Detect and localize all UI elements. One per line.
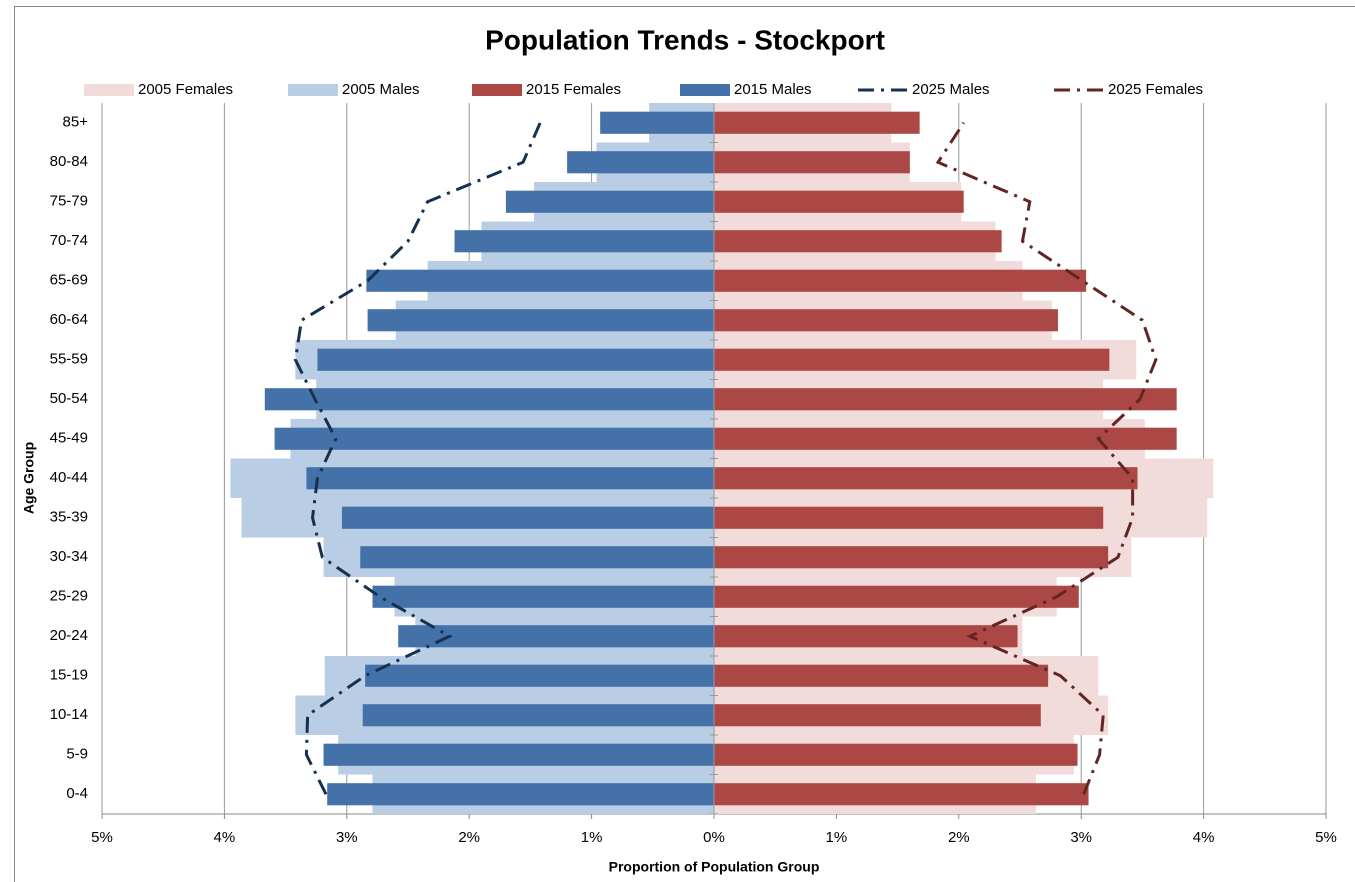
bar — [327, 783, 714, 806]
x-tick-label: 5% — [91, 829, 113, 846]
y-tick-label: 70-74 — [50, 232, 88, 249]
x-tick-label: 2% — [458, 829, 480, 846]
y-tick-label: 55-59 — [50, 351, 88, 368]
legend-swatch — [288, 84, 338, 96]
y-tick-label: 5-9 — [66, 746, 88, 763]
bar — [366, 269, 714, 292]
bar — [714, 190, 964, 213]
y-tick-label: 60-64 — [50, 311, 88, 328]
y-tick-label: 65-69 — [50, 272, 88, 289]
y-tick-label: 0-4 — [66, 785, 88, 802]
x-tick-label: 4% — [1193, 829, 1215, 846]
legend-label: 2005 Males — [342, 81, 420, 98]
y-tick-label: 25-29 — [50, 588, 88, 605]
bar — [367, 309, 714, 332]
chart-title: Population Trends - Stockport — [485, 24, 885, 55]
bar — [505, 190, 714, 213]
y-tick-label: 35-39 — [50, 509, 88, 526]
bar — [714, 151, 910, 174]
bar — [317, 348, 714, 371]
bar — [274, 427, 714, 450]
bar — [714, 309, 1058, 332]
bar — [714, 467, 1138, 490]
bar — [714, 664, 1049, 687]
chart-frame — [14, 6, 1355, 882]
line — [293, 122, 542, 795]
bar — [714, 388, 1177, 411]
bar — [714, 625, 1018, 648]
legend-label: 2005 Females — [138, 81, 233, 98]
bar — [714, 506, 1104, 529]
legend-swatch — [84, 84, 134, 96]
y-tick-label: 20-24 — [50, 627, 88, 644]
bar — [372, 585, 714, 608]
y-tick-label: 10-14 — [50, 706, 88, 723]
bar — [714, 269, 1087, 292]
x-tick-label: 5% — [1315, 829, 1337, 846]
bar — [362, 704, 714, 727]
x-tick-label: 0% — [703, 829, 725, 846]
y-tick-label: 45-49 — [50, 430, 88, 447]
legend-label: 2015 Females — [526, 81, 621, 98]
y-tick-label: 40-44 — [50, 469, 88, 486]
bar — [714, 427, 1177, 450]
legend-label: 2015 Males — [734, 81, 812, 98]
bar — [714, 743, 1078, 766]
bar — [567, 151, 714, 174]
bar — [714, 348, 1110, 371]
bar — [714, 546, 1109, 569]
y-tick-label: 85+ — [63, 114, 89, 131]
bar — [264, 388, 714, 411]
bar — [714, 230, 1002, 253]
y-tick-label: 75-79 — [50, 193, 88, 210]
bar — [341, 506, 714, 529]
y-axis-title: Age Group — [21, 442, 37, 514]
bar — [398, 625, 714, 648]
bar — [360, 546, 714, 569]
y-tick-label: 30-34 — [50, 548, 88, 565]
line — [935, 121, 1158, 795]
bar — [306, 467, 714, 490]
y-tick-label: 15-19 — [50, 667, 88, 684]
x-axis-title: Proportion of Population Group — [609, 859, 820, 875]
bar — [714, 111, 920, 134]
bar — [714, 704, 1041, 727]
bar — [454, 230, 714, 253]
legend-swatch — [472, 84, 522, 96]
bar — [323, 743, 714, 766]
y-tick-label: 80-84 — [50, 153, 88, 170]
bar — [600, 111, 714, 134]
legend-swatch — [680, 84, 730, 96]
bar — [714, 783, 1089, 806]
y-tick-label: 50-54 — [50, 390, 88, 407]
x-tick-label: 1% — [826, 829, 848, 846]
x-tick-label: 4% — [214, 829, 236, 846]
x-tick-label: 1% — [581, 829, 603, 846]
legend-label: 2025 Males — [912, 81, 990, 98]
bar — [365, 664, 714, 687]
bar — [714, 585, 1079, 608]
x-tick-label: 2% — [948, 829, 970, 846]
x-tick-label: 3% — [1070, 829, 1092, 846]
x-tick-label: 3% — [336, 829, 358, 846]
legend-label: 2025 Females — [1108, 81, 1203, 98]
